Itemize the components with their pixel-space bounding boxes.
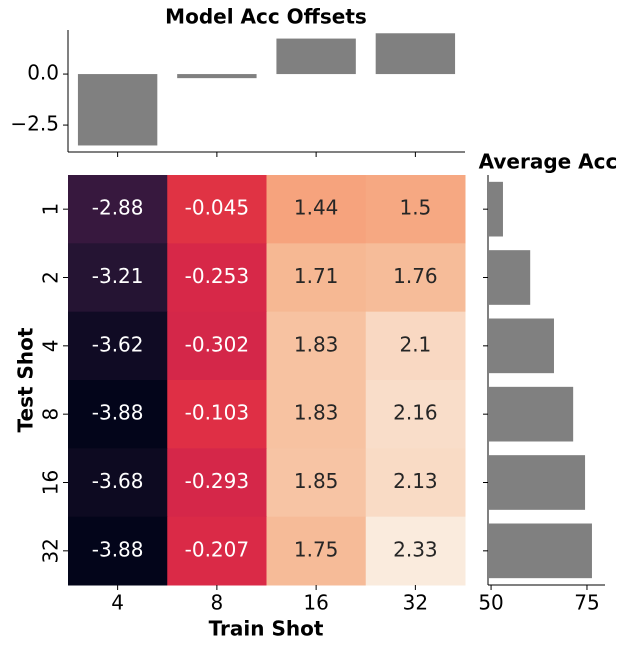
y-tick-label: 16 xyxy=(39,470,63,495)
bar xyxy=(488,523,592,579)
x-axis-label: Train Shot xyxy=(209,617,324,641)
heatmap-cell xyxy=(365,311,466,381)
y-tick-label: 8 xyxy=(39,408,63,421)
heatmap-cell xyxy=(68,448,168,518)
cell-label: 2.13 xyxy=(393,469,438,493)
heatmap-cell xyxy=(365,448,466,518)
cell-label: 1.75 xyxy=(294,537,339,561)
y-tick-label: 32 xyxy=(39,538,63,563)
cell-label: -2.88 xyxy=(92,196,144,220)
heatmap-cell xyxy=(68,311,168,381)
bar xyxy=(77,74,158,146)
heatmap-cell xyxy=(167,311,267,381)
y-tick-label: 4 xyxy=(39,339,63,352)
cell-label: -0.103 xyxy=(185,401,249,425)
heatmap-cell xyxy=(266,175,367,244)
cell-label: 2.16 xyxy=(393,401,438,425)
cell-label: 1.83 xyxy=(294,332,339,356)
cell-label: 2.33 xyxy=(393,537,438,561)
cell-label: 2.1 xyxy=(399,332,431,356)
x-tick-label: 50 xyxy=(478,591,503,615)
cell-label: -0.293 xyxy=(185,469,249,493)
y-axis-label: Test Shot xyxy=(14,327,38,432)
cell-label: -3.62 xyxy=(92,332,144,356)
top-title: Model Acc Offsets xyxy=(165,5,367,29)
cell-label: 1.5 xyxy=(399,196,431,220)
cell-label: -0.253 xyxy=(185,264,249,288)
cell-label: 1.85 xyxy=(294,469,339,493)
cell-label: -3.21 xyxy=(92,264,144,288)
y-tick-label: 1 xyxy=(39,203,63,216)
cell-label: -3.88 xyxy=(92,537,144,561)
heatmap-cell xyxy=(167,516,267,586)
bar xyxy=(177,74,257,79)
heatmap-cell xyxy=(365,243,466,313)
heatmap-cell xyxy=(68,516,168,586)
heatmap-cell xyxy=(167,175,267,244)
y-tick-label: 0.0 xyxy=(27,61,59,85)
heatmap-cell xyxy=(365,380,466,449)
bar xyxy=(375,33,456,75)
cell-label: 1.71 xyxy=(294,264,339,288)
bar xyxy=(488,386,574,442)
heatmap-cell xyxy=(266,448,367,518)
heatmap-cell xyxy=(266,380,367,449)
heatmap-cell xyxy=(167,380,267,449)
cell-label: 1.83 xyxy=(294,401,339,425)
cell-label: 1.76 xyxy=(393,264,438,288)
x-tick-label: 75 xyxy=(574,591,599,615)
bar xyxy=(488,455,586,510)
y-tick-label: −2.5 xyxy=(10,112,59,136)
cell-label: 1.44 xyxy=(294,196,339,220)
bar xyxy=(276,38,356,75)
right-title: Average Acc xyxy=(479,150,618,174)
cell-label: -0.302 xyxy=(185,332,249,356)
bar xyxy=(488,250,531,305)
heatmap-cell xyxy=(68,243,168,313)
y-tick-label: 2 xyxy=(39,271,63,284)
cell-label: -0.207 xyxy=(185,537,249,561)
heatmap-cell xyxy=(68,380,168,449)
heatmap-cell xyxy=(266,311,367,381)
heatmap-cell xyxy=(167,448,267,518)
cell-label: -3.68 xyxy=(92,469,144,493)
cell-label: -0.045 xyxy=(185,196,249,220)
x-tick-label: 32 xyxy=(403,591,428,615)
cell-label: -3.88 xyxy=(92,401,144,425)
heatmap-cell xyxy=(167,243,267,313)
bar xyxy=(488,181,503,237)
heatmap-cell xyxy=(266,516,367,586)
x-tick-label: 4 xyxy=(111,591,124,615)
x-tick-label: 16 xyxy=(303,591,328,615)
heatmap-cell xyxy=(365,516,466,586)
x-tick-label: 8 xyxy=(211,591,224,615)
heatmap-cell xyxy=(266,243,367,313)
bar xyxy=(488,318,554,374)
heatmap-cell xyxy=(365,175,466,244)
heatmap-cell xyxy=(68,175,168,244)
